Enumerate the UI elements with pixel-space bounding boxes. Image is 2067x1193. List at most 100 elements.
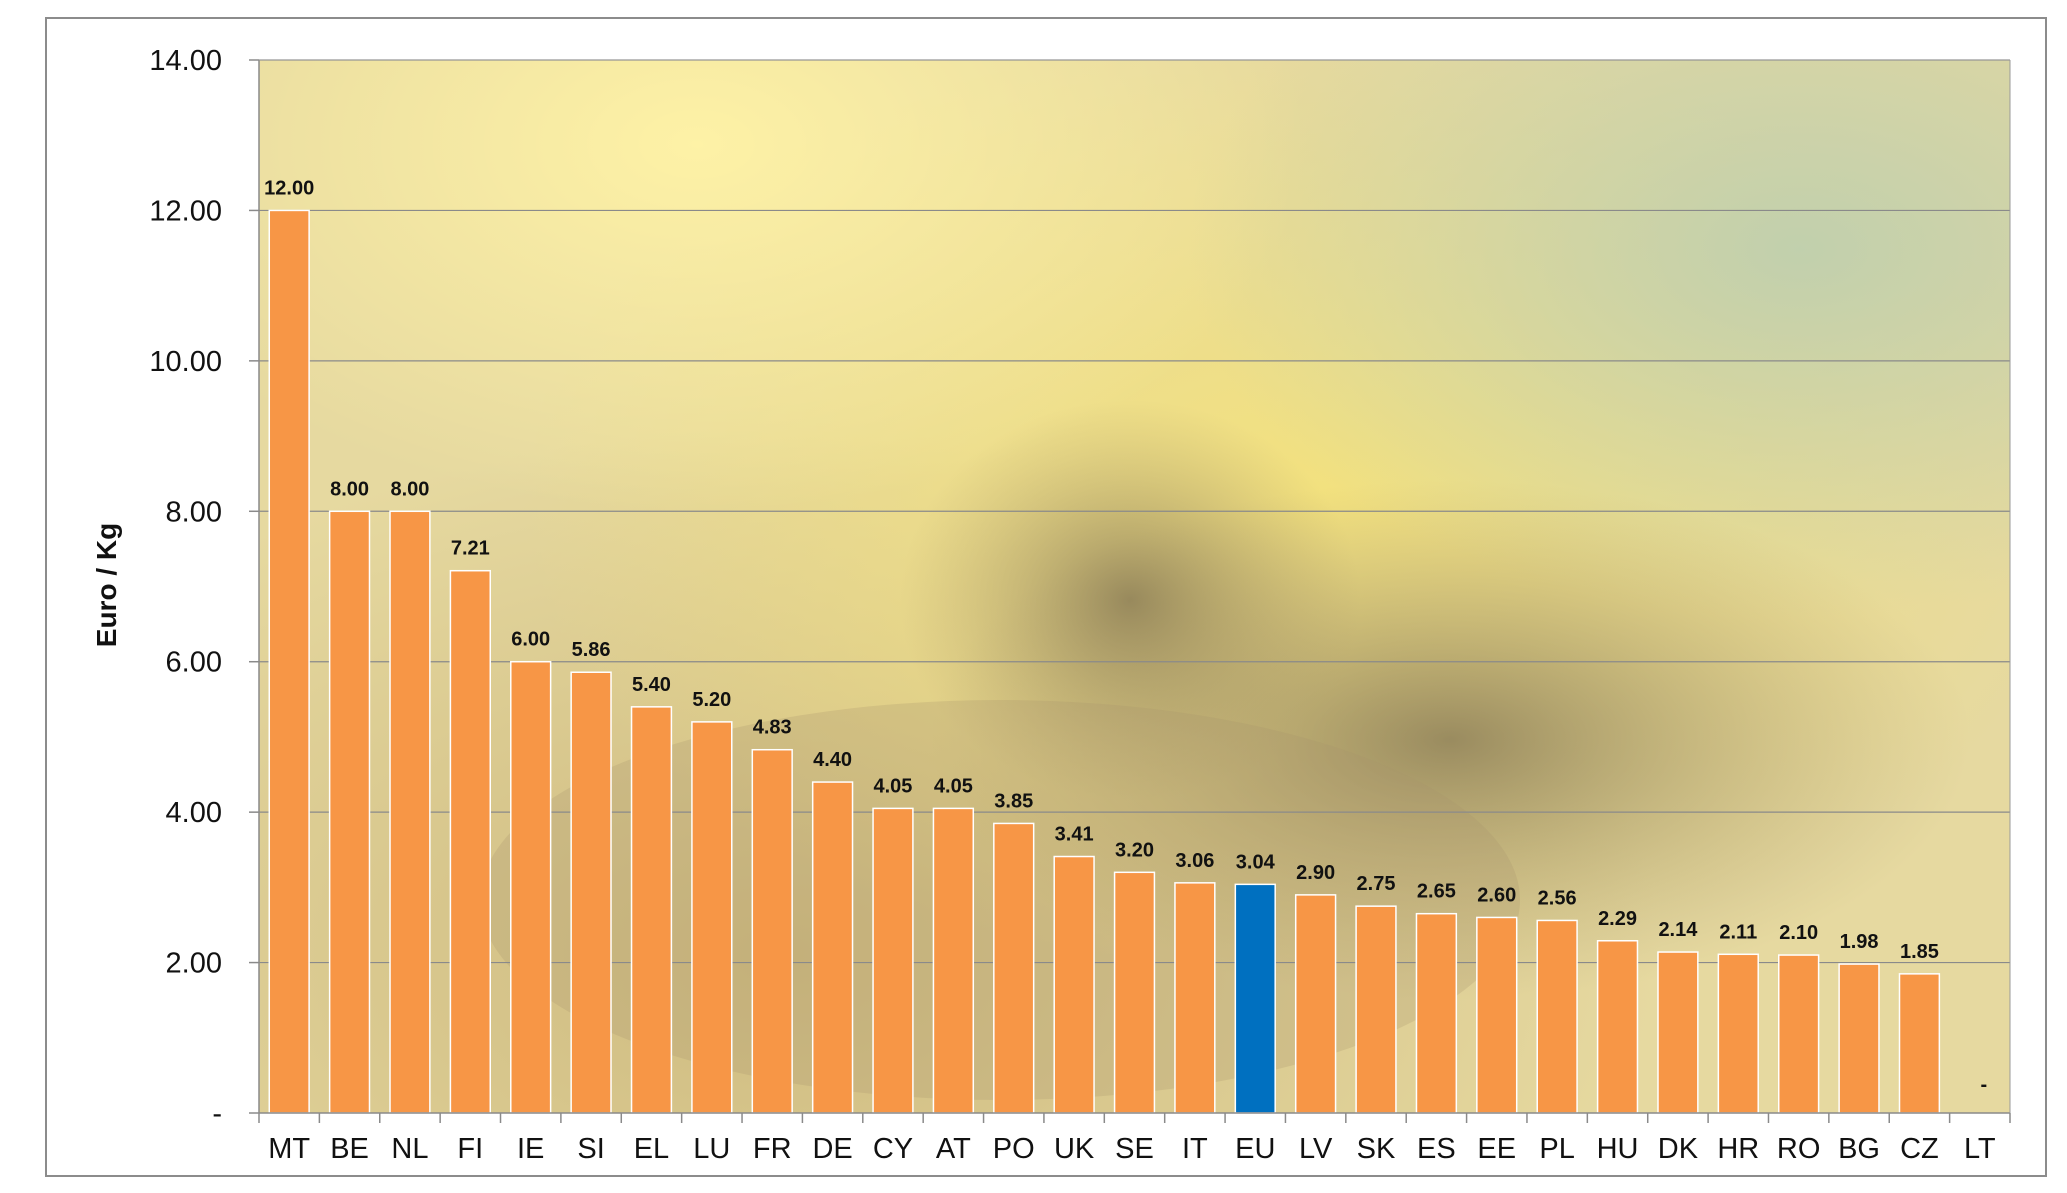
y-tick-labels: - 2.00 4.00 6.00 8.00 10.00 12.00 14.00 bbox=[149, 45, 222, 1130]
x-tick-labels: MT BE NL FI IE SI EL LU FR DE CY AT PO UK SE IT EU LV SK ES… bbox=[268, 1133, 1996, 1165]
x-tick-label-cy: CY bbox=[873, 1133, 913, 1165]
x-tick-label-be: BE bbox=[330, 1133, 369, 1165]
bar-uk bbox=[1053, 855, 1095, 1114]
bar-mt bbox=[268, 209, 310, 1114]
bar-ie bbox=[510, 660, 552, 1114]
data-label-fr: 4.83 bbox=[753, 717, 792, 739]
data-label-lv: 2.90 bbox=[1296, 862, 1335, 884]
bar-lv bbox=[1294, 894, 1337, 1114]
data-label-nl: 8.00 bbox=[390, 478, 429, 500]
x-tick-label-bg: BG bbox=[1838, 1133, 1880, 1165]
x-tick-label-ro: RO bbox=[1777, 1133, 1821, 1165]
x-tick-label-nl: NL bbox=[391, 1133, 428, 1165]
data-label-ro: 2.10 bbox=[1779, 922, 1818, 944]
bar-hr bbox=[1717, 953, 1759, 1114]
x-tick-label-lu: LU bbox=[693, 1133, 730, 1165]
x-tick-label-sk: SK bbox=[1357, 1133, 1396, 1165]
data-label-cy: 4.05 bbox=[874, 775, 913, 797]
bar-de bbox=[811, 781, 854, 1114]
data-label-lt: - bbox=[1980, 1074, 1987, 1096]
axes-group bbox=[258, 59, 2011, 1123]
bar-pl bbox=[1536, 919, 1578, 1114]
bar-ee bbox=[1476, 916, 1518, 1114]
y-tick-label: 2.00 bbox=[166, 948, 222, 980]
y-tick-label: 6.00 bbox=[166, 647, 222, 679]
data-label-cz: 1.85 bbox=[1900, 941, 1939, 963]
data-label-at: 4.05 bbox=[934, 775, 973, 797]
bar-po bbox=[993, 822, 1035, 1114]
x-tick-label-el: EL bbox=[634, 1133, 669, 1165]
data-label-ee: 2.60 bbox=[1477, 884, 1516, 906]
bar-fi bbox=[449, 569, 492, 1114]
bar-ro bbox=[1777, 954, 1820, 1114]
x-tick-label-at: AT bbox=[936, 1133, 971, 1165]
x-tick-label-fi: FI bbox=[457, 1133, 483, 1165]
bar-eu bbox=[1234, 883, 1276, 1114]
x-tick-label-pl: PL bbox=[1539, 1133, 1574, 1165]
x-tick-label-de: DE bbox=[812, 1133, 852, 1165]
bar-el bbox=[630, 706, 673, 1114]
x-tick-label-lv: LV bbox=[1299, 1133, 1333, 1165]
data-label-po: 3.85 bbox=[994, 790, 1033, 812]
data-label-it: 3.06 bbox=[1175, 850, 1214, 872]
bar-cy bbox=[872, 807, 914, 1114]
bar-at bbox=[932, 807, 975, 1114]
x-tick-label-eu: EU bbox=[1235, 1133, 1275, 1165]
data-label-mt: 12.00 bbox=[264, 177, 314, 199]
bar-it bbox=[1174, 882, 1216, 1114]
bar-hu bbox=[1596, 940, 1639, 1114]
bar-nl bbox=[389, 510, 431, 1114]
y-tick-label: 10.00 bbox=[149, 346, 222, 378]
bar-dk bbox=[1657, 951, 1699, 1114]
x-tick-label-cz: CZ bbox=[1900, 1133, 1939, 1165]
x-tick-label-fr: FR bbox=[753, 1133, 792, 1165]
x-tick-label-mt: MT bbox=[268, 1133, 310, 1165]
y-axis-label: Euro / Kg bbox=[91, 523, 122, 647]
data-label-ie: 6.00 bbox=[511, 629, 550, 651]
data-label-si: 5.86 bbox=[572, 639, 611, 661]
bar-es bbox=[1415, 912, 1458, 1114]
data-label-sk: 2.75 bbox=[1357, 873, 1396, 895]
data-label-hr: 2.11 bbox=[1719, 921, 1757, 943]
x-tick-label-si: SI bbox=[577, 1133, 604, 1165]
data-label-hu: 2.29 bbox=[1598, 908, 1637, 930]
bars-group bbox=[268, 209, 1941, 1114]
x-tick-label-se: SE bbox=[1115, 1133, 1154, 1165]
data-label-pl: 2.56 bbox=[1538, 887, 1577, 909]
bar-cz bbox=[1898, 973, 1941, 1114]
data-label-de: 4.40 bbox=[813, 749, 852, 771]
data-label-dk: 2.14 bbox=[1658, 919, 1698, 941]
bar-lu bbox=[691, 721, 733, 1114]
data-label-bg: 1.98 bbox=[1840, 931, 1879, 953]
x-tick-label-ee: EE bbox=[1477, 1133, 1516, 1165]
data-label-lu: 5.20 bbox=[692, 689, 731, 711]
x-tick-label-hr: HR bbox=[1717, 1133, 1759, 1165]
x-tick-label-uk: UK bbox=[1054, 1133, 1095, 1165]
data-label-el: 5.40 bbox=[632, 674, 671, 696]
x-tick-label-po: PO bbox=[993, 1133, 1035, 1165]
bar-bg bbox=[1838, 963, 1880, 1114]
y-tick-label: 4.00 bbox=[166, 797, 222, 829]
data-labels-group: 12.00 8.00 8.00 7.21 6.00 5.86 5.40 5.20 4.83 4.4… bbox=[264, 177, 1987, 1096]
x-tick-label-es: ES bbox=[1417, 1133, 1456, 1165]
y-tick-label: - bbox=[212, 1098, 222, 1130]
y-tick-label: 12.00 bbox=[149, 195, 222, 227]
bar-sk bbox=[1355, 905, 1397, 1114]
x-tick-label-lt: LT bbox=[1964, 1133, 1996, 1165]
bar-se bbox=[1113, 871, 1156, 1114]
data-label-es: 2.65 bbox=[1417, 881, 1456, 903]
data-label-uk: 3.41 bbox=[1055, 824, 1094, 846]
bar-be bbox=[328, 510, 371, 1114]
x-tick-label-it: IT bbox=[1182, 1133, 1208, 1165]
x-tick-label-ie: IE bbox=[517, 1133, 544, 1165]
y-tick-label: 14.00 bbox=[149, 45, 222, 77]
data-label-se: 3.20 bbox=[1115, 839, 1154, 861]
data-label-eu: 3.04 bbox=[1236, 851, 1276, 873]
x-tick-label-dk: DK bbox=[1658, 1133, 1699, 1165]
bar-si bbox=[570, 671, 612, 1114]
data-label-be: 8.00 bbox=[330, 478, 369, 500]
x-tick-label-hu: HU bbox=[1597, 1133, 1639, 1165]
y-tick-label: 8.00 bbox=[166, 496, 222, 528]
bar-fr bbox=[751, 748, 793, 1114]
